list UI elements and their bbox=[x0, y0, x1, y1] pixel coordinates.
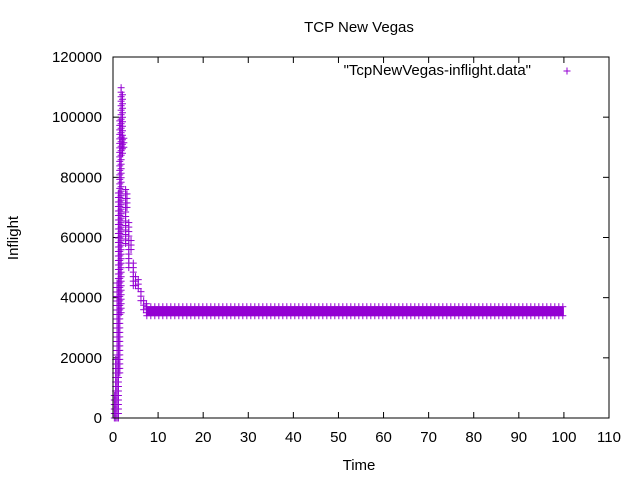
legend: "TcpNewVegas-inflight.data" bbox=[344, 62, 571, 79]
data-point bbox=[137, 288, 145, 296]
plot-frame bbox=[112, 56, 610, 419]
data-point bbox=[117, 84, 125, 92]
data-spike bbox=[120, 134, 128, 151]
data-spike bbox=[117, 84, 125, 317]
x-tick-label: 20 bbox=[195, 429, 212, 446]
y-tick-label: 0 bbox=[94, 410, 102, 427]
axis-ticks: 0 10 20 30 40 50 60 70 80 90 100 110 0 20000 40000 6000… bbox=[52, 49, 621, 446]
y-tick-label: 100000 bbox=[52, 109, 102, 126]
data-point bbox=[134, 276, 142, 284]
data-point bbox=[118, 91, 126, 99]
x-tick-label: 90 bbox=[510, 429, 527, 446]
y-tick-label: 40000 bbox=[60, 290, 102, 307]
data-point bbox=[559, 303, 567, 311]
data-point bbox=[120, 134, 128, 142]
y-tick-label: 80000 bbox=[60, 169, 102, 186]
legend-plus-icon bbox=[563, 67, 571, 75]
x-tick-label: 80 bbox=[465, 429, 482, 446]
y-tick-label: 20000 bbox=[60, 350, 102, 367]
y-axis-label: Inflight bbox=[5, 215, 22, 260]
data-point bbox=[127, 237, 135, 245]
data-point bbox=[125, 219, 133, 227]
data-marks bbox=[110, 84, 567, 422]
data-spike bbox=[134, 276, 142, 293]
legend-marker bbox=[563, 67, 571, 75]
steady-state-band bbox=[143, 303, 567, 320]
x-tick-label: 60 bbox=[375, 429, 392, 446]
x-tick-label: 100 bbox=[551, 429, 576, 446]
data-point bbox=[123, 190, 131, 198]
data-point bbox=[559, 312, 567, 320]
x-axis-label: Time bbox=[343, 457, 376, 474]
x-tick-label: 50 bbox=[330, 429, 347, 446]
x-tick-label: 30 bbox=[240, 429, 257, 446]
data-point bbox=[129, 259, 137, 267]
x-tick-label: 70 bbox=[420, 429, 437, 446]
x-tick-label: 0 bbox=[109, 429, 117, 446]
y-tick-label: 120000 bbox=[52, 49, 102, 66]
data-point bbox=[122, 186, 130, 194]
steady-state-fill bbox=[146, 306, 564, 316]
y-tick-label: 60000 bbox=[60, 230, 102, 247]
legend-series-label: "TcpNewVegas-inflight.data" bbox=[344, 62, 531, 79]
x-tick-label: 40 bbox=[285, 429, 302, 446]
data-spike bbox=[127, 237, 135, 254]
chart-title: TCP New Vegas bbox=[304, 19, 414, 36]
x-tick-label: 110 bbox=[597, 429, 621, 446]
data-spike bbox=[123, 190, 131, 211]
data-spike bbox=[118, 91, 126, 157]
x-tick-label: 10 bbox=[150, 429, 167, 446]
